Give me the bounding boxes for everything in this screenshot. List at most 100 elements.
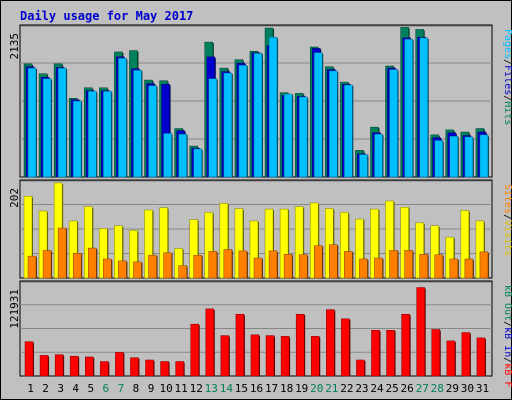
bar-kbytes-4 <box>69 355 79 377</box>
x-tick-label: 22 <box>340 382 353 395</box>
bar-sites-9 <box>148 254 157 279</box>
bar-kbytes-5 <box>85 356 94 377</box>
x-tick-label: 6 <box>103 382 110 395</box>
bar-kbytes-16 <box>250 334 260 377</box>
bar-sites-24 <box>374 257 383 279</box>
x-tick-label: 1 <box>27 382 34 395</box>
panel-kbytes: 121931 kB Out/kB In/kB F <box>8 280 512 387</box>
bar-kbytes-26 <box>401 313 410 377</box>
bar-kbytes-29 <box>446 340 456 377</box>
bar-kbytes-30 <box>461 332 471 377</box>
bar-pages-19 <box>298 96 308 178</box>
bar-sites-27 <box>419 253 428 279</box>
x-tick-label: 24 <box>370 382 384 395</box>
bar-sites-31 <box>479 251 489 279</box>
bar-pages-21 <box>329 70 338 178</box>
chart-title: Daily usage for May 2017 <box>20 9 193 23</box>
bar-sites-14 <box>223 249 233 279</box>
legend-item: / <box>502 95 512 101</box>
bar-pages-11 <box>178 133 187 178</box>
x-tick-label: 8 <box>133 382 140 395</box>
bar-sites-25 <box>389 250 398 279</box>
legend-item: / <box>502 321 512 327</box>
bar-kbytes-22 <box>341 318 350 377</box>
bar-sites-29 <box>449 258 459 279</box>
bar-pages-16 <box>253 53 263 178</box>
panel-visits-sites: 202 Sites/Visits <box>8 179 512 279</box>
bar-sites-18 <box>283 253 293 279</box>
bar-pages-2 <box>42 78 52 178</box>
bar-pages-10 <box>163 133 172 178</box>
x-tick-label: 30 <box>461 382 474 395</box>
legend-item: / <box>502 59 512 65</box>
legend-item: kB F <box>502 363 512 387</box>
x-tick-label: 4 <box>72 382 79 395</box>
x-tick-label: 20 <box>310 382 323 395</box>
bar-pages-12 <box>193 148 202 178</box>
bar-kbytes-20 <box>310 336 320 377</box>
bar-kbytes-17 <box>265 335 275 377</box>
legend-item: kB In <box>502 327 512 357</box>
legend-item: Hits <box>502 101 512 125</box>
bar-pages-20 <box>313 52 323 178</box>
bar-pages-9 <box>148 85 157 178</box>
bar-sites-12 <box>193 254 202 279</box>
legend-item: kB Out <box>502 285 512 321</box>
bar-pages-1 <box>27 67 37 178</box>
bar-kbytes-14 <box>220 335 230 377</box>
bar-pages-24 <box>374 133 383 178</box>
x-tick-label: 27 <box>416 382 429 395</box>
y-max-label: 2135 <box>8 33 21 60</box>
bar-pages-8 <box>133 69 142 178</box>
bar-sites-13 <box>208 251 218 279</box>
x-tick-label: 29 <box>446 382 459 395</box>
bar-pages-30 <box>464 136 474 178</box>
bar-sites-19 <box>298 254 308 279</box>
bar-pages-25 <box>389 69 398 178</box>
bar-kbytes-27 <box>416 287 425 377</box>
x-tick-label: 19 <box>295 382 308 395</box>
bar-kbytes-10 <box>160 361 169 377</box>
bar-pages-14 <box>223 72 233 178</box>
legend-item: Sites <box>502 184 512 214</box>
x-tick-label: 11 <box>175 382 188 395</box>
bar-kbytes-19 <box>295 313 305 377</box>
bar-sites-28 <box>434 254 443 279</box>
bar-kbytes-18 <box>280 336 290 377</box>
legend: kB Out/kB In/kB F <box>502 285 512 387</box>
x-tick-label: 23 <box>355 382 368 395</box>
legend-item: / <box>502 357 512 363</box>
bar-sites-22 <box>344 251 353 279</box>
bar-kbytes-2 <box>39 355 49 377</box>
bar-pages-3 <box>57 67 67 178</box>
x-tick-label: 28 <box>431 382 444 395</box>
bar-pages-27 <box>419 37 428 178</box>
x-tick-label: 13 <box>205 382 218 395</box>
bar-kbytes-7 <box>115 352 124 377</box>
bar-pages-18 <box>283 93 293 178</box>
bar-sites-17 <box>268 250 278 279</box>
y-max-label: 202 <box>8 188 21 208</box>
bar-sites-1 <box>27 255 37 279</box>
bar-sites-10 <box>163 252 172 279</box>
bar-sites-11 <box>178 265 187 279</box>
bar-sites-3 <box>57 227 67 279</box>
bar-sites-30 <box>464 258 474 279</box>
bar-pages-15 <box>238 65 248 178</box>
bar-sites-7 <box>118 260 127 279</box>
bar-sites-21 <box>329 244 338 279</box>
x-tick-label: 25 <box>385 382 398 395</box>
bar-pages-26 <box>404 39 413 178</box>
bar-sites-4 <box>72 253 82 279</box>
bar-kbytes-21 <box>326 309 335 377</box>
bar-sites-23 <box>359 258 368 279</box>
bar-kbytes-9 <box>145 359 154 377</box>
bar-kbytes-23 <box>356 359 365 377</box>
bar-kbytes-6 <box>100 361 109 377</box>
x-tick-label: 18 <box>280 382 293 395</box>
bar-kbytes-25 <box>386 329 395 377</box>
x-tick-label: 9 <box>148 382 155 395</box>
x-tick-label: 16 <box>250 382 263 395</box>
